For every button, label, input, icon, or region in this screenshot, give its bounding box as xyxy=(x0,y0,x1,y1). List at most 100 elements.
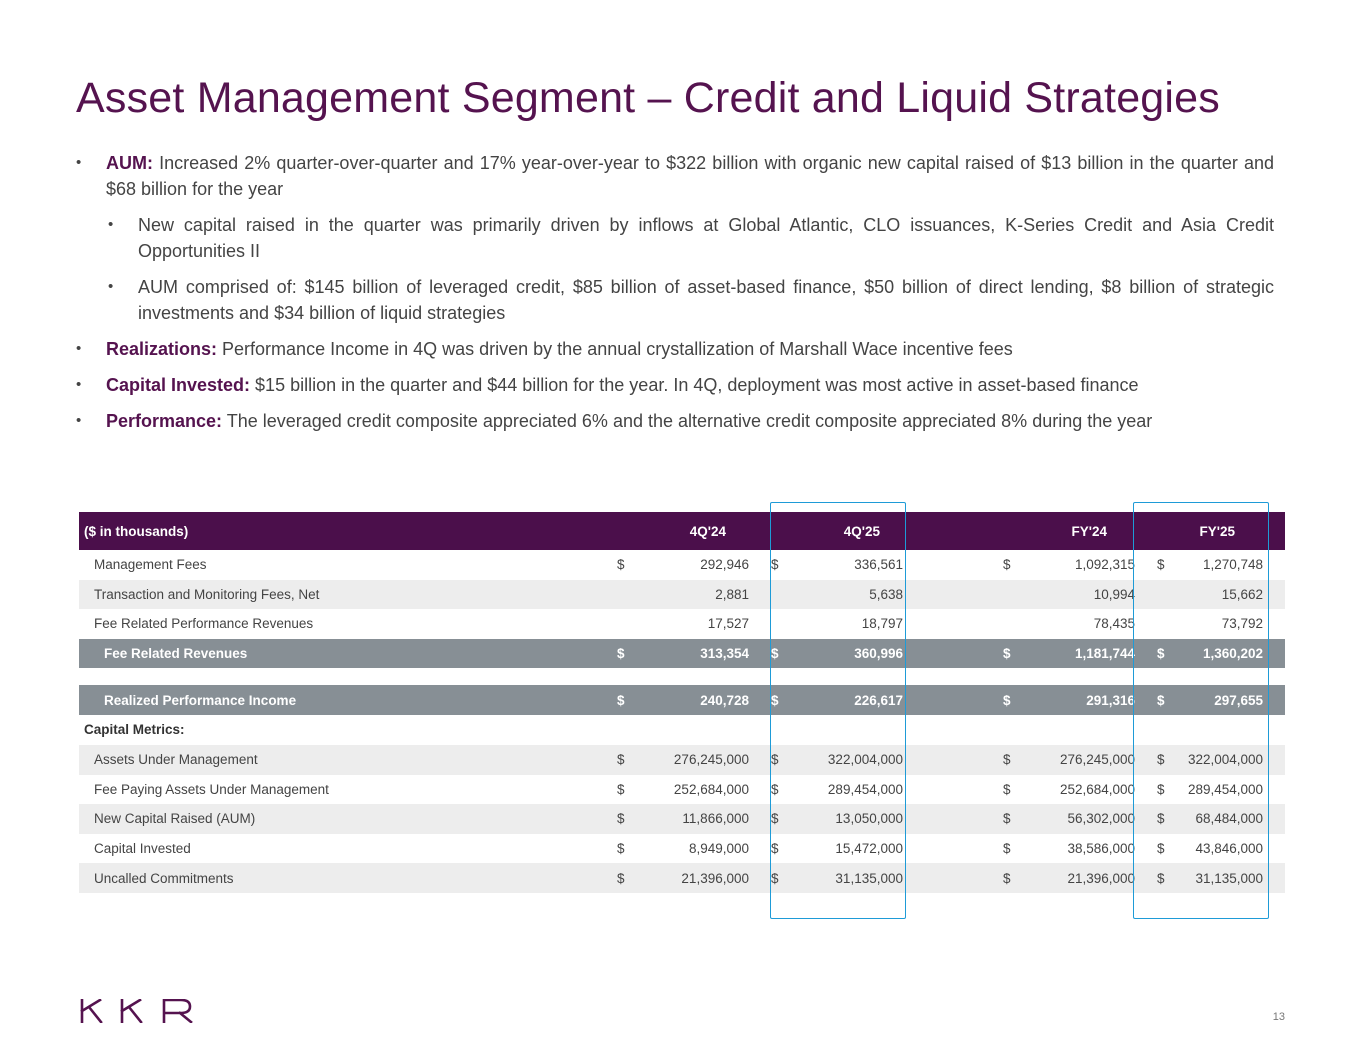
dollar-sign: $ xyxy=(617,638,637,669)
bullet-performance: • Performance: The leveraged credit comp… xyxy=(76,408,1274,434)
cell-value: 10,994 xyxy=(1023,579,1158,610)
cell-value: 15,472,000 xyxy=(835,841,903,857)
column-header: 4Q'24 xyxy=(617,512,771,550)
cell-value: 360,996 xyxy=(791,638,925,669)
table-row: Uncalled Commitments $21,396,000 $31,135… xyxy=(79,863,1286,893)
dollar-sign: $ xyxy=(771,744,791,775)
dollar-sign: $ xyxy=(771,804,791,834)
table-row: Fee Related Performance Revenues 17,527 … xyxy=(79,609,1285,639)
cell-value: 1,181,744 xyxy=(1023,638,1158,669)
cell-value: 31,135,000 xyxy=(791,863,925,893)
cell-value: 43,846,000 xyxy=(1195,841,1264,857)
dollar-sign: $ xyxy=(1003,804,1023,834)
bullet-capital-invested: • Capital Invested: $15 billion in the q… xyxy=(76,372,1274,398)
dollar-sign: $ xyxy=(1003,557,1011,573)
bullet-dot: • xyxy=(76,154,82,171)
cell-value: 240,728 xyxy=(637,685,771,715)
bullet-realizations: • Realizations: Performance Income in 4Q… xyxy=(76,336,1274,362)
bullet-lead: Performance: xyxy=(106,411,223,431)
dollar-sign: $ xyxy=(771,557,779,573)
cell-value: 56,302,000 xyxy=(1023,804,1158,834)
cell-value: 13,050,000 xyxy=(791,804,925,834)
cell-value: 322,004,000 xyxy=(1177,744,1286,775)
cell-value: 38,586,000 xyxy=(1067,841,1136,857)
cell-value: 78,435 xyxy=(1093,616,1136,632)
dollar-sign: $ xyxy=(771,638,791,669)
dollar-sign: $ xyxy=(1157,638,1178,669)
table-row: New Capital Raised (AUM) $11,866,000 $13… xyxy=(79,804,1286,834)
cell-value: 292,946 xyxy=(700,557,749,573)
row-label: Fee Related Performance Revenues xyxy=(94,616,314,632)
row-label: Capital Invested xyxy=(94,841,191,857)
bullet-text: Increased 2% quarter-over-quarter and 17… xyxy=(106,153,1274,199)
bullet-dot: • xyxy=(76,340,82,357)
dollar-sign: $ xyxy=(617,841,625,857)
cell-value: 276,245,000 xyxy=(1023,744,1158,775)
cell-value: 252,684,000 xyxy=(1059,781,1136,797)
table-row: Fee Paying Assets Under Management $252,… xyxy=(79,775,1285,805)
dollar-sign: $ xyxy=(617,804,637,834)
row-label: Fee Related Revenues xyxy=(79,638,617,669)
dollar-sign: $ xyxy=(1003,685,1023,715)
bullet-text: AUM comprised of: $145 billion of levera… xyxy=(138,277,1274,323)
cell-value: 5,638 xyxy=(791,579,925,610)
highlight-4q25-column xyxy=(770,502,906,919)
cell-value: 252,684,000 xyxy=(673,781,749,797)
bullet-list: • AUM: Increased 2% quarter-over-quarter… xyxy=(76,150,1274,444)
bullet-lead: Capital Invested: xyxy=(106,375,251,395)
cell-value: 226,617 xyxy=(791,685,925,715)
cell-value: 31,135,000 xyxy=(1177,863,1286,893)
row-label: Fee Paying Assets Under Management xyxy=(94,781,329,797)
table-header-row: ($ in thousands) 4Q'24 4Q'25 FY'24 FY'25 xyxy=(79,512,1286,550)
cell-value: 11,866,000 xyxy=(637,804,771,834)
cell-value: 21,396,000 xyxy=(637,863,771,893)
row-label: Management Fees xyxy=(94,557,207,573)
dollar-sign: $ xyxy=(617,781,625,797)
table-row: Transaction and Monitoring Fees, Net 2,8… xyxy=(79,579,1286,610)
highlight-fy25-column xyxy=(1133,502,1269,919)
column-header: FY'24 xyxy=(1003,512,1158,550)
dollar-sign: $ xyxy=(1157,744,1178,775)
dollar-sign: $ xyxy=(771,781,779,797)
table-spacer xyxy=(79,668,1286,686)
row-label: Uncalled Commitments xyxy=(79,863,617,893)
dollar-sign: $ xyxy=(1003,841,1011,857)
cell-value: 73,792 xyxy=(1221,616,1264,632)
dollar-sign: $ xyxy=(617,744,637,775)
bullet-new-capital: • New capital raised in the quarter was … xyxy=(108,212,1274,264)
bullet-lead: AUM: xyxy=(106,153,153,173)
cell-value: 21,396,000 xyxy=(1023,863,1158,893)
page-title: Asset Management Segment – Credit and Li… xyxy=(76,74,1220,122)
cell-value: 2,881 xyxy=(637,579,771,610)
bullet-text: New capital raised in the quarter was pr… xyxy=(138,215,1274,261)
cell-value: 291,316 xyxy=(1023,685,1158,715)
kkr-logo xyxy=(80,999,193,1023)
cell-value: 1,270,748 xyxy=(1202,557,1264,573)
cell-value: 8,949,000 xyxy=(688,841,749,857)
bullet-dot: • xyxy=(108,278,114,295)
dollar-sign: $ xyxy=(1157,841,1165,857)
cell-value: 289,454,000 xyxy=(1187,781,1264,797)
dollar-sign: $ xyxy=(1157,804,1178,834)
cell-value: 322,004,000 xyxy=(791,744,925,775)
dollar-sign: $ xyxy=(771,841,779,857)
table-units-label: ($ in thousands) xyxy=(79,512,617,550)
cell-value: 68,484,000 xyxy=(1177,804,1286,834)
bullet-text: Performance Income in 4Q was driven by t… xyxy=(217,339,1013,359)
dollar-sign: $ xyxy=(771,863,791,893)
column-header: FY'25 xyxy=(1157,512,1286,550)
bullet-aum-composition: • AUM comprised of: $145 billion of leve… xyxy=(108,274,1274,326)
dollar-sign: $ xyxy=(617,557,625,573)
dollar-sign: $ xyxy=(1157,781,1165,797)
section-label: Capital Metrics: xyxy=(84,722,185,738)
table-total-row: Realized Performance Income $240,728 $22… xyxy=(79,685,1286,715)
bullet-text: $15 billion in the quarter and $44 billi… xyxy=(250,375,1139,395)
cell-value: 17,527 xyxy=(707,616,749,632)
table-total-row: Fee Related Revenues $313,354 $360,996 $… xyxy=(79,638,1286,669)
cell-value: 336,561 xyxy=(854,557,903,573)
bullet-aum: • AUM: Increased 2% quarter-over-quarter… xyxy=(76,150,1274,202)
page-number: 13 xyxy=(1272,1011,1285,1023)
row-label: Realized Performance Income xyxy=(79,685,617,715)
cell-value: 313,354 xyxy=(637,638,771,669)
dollar-sign: $ xyxy=(1157,685,1178,715)
